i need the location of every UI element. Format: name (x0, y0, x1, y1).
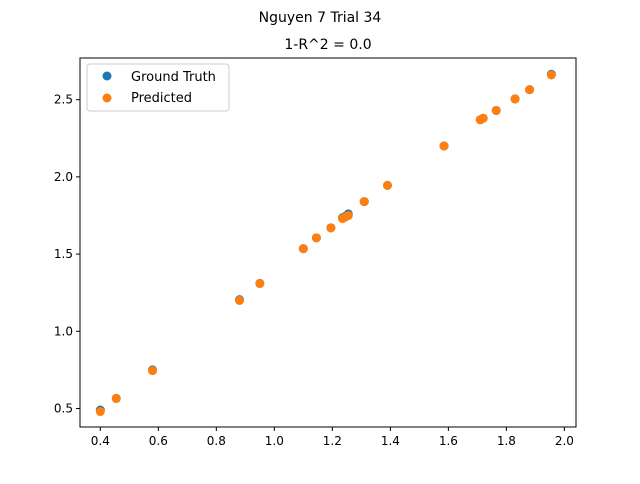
legend: Ground Truth Predicted (86, 63, 230, 112)
point-predicted (111, 393, 121, 403)
plot-frame (79, 57, 577, 428)
point-predicted (255, 278, 265, 288)
y-tick-label: 1.5 (54, 247, 73, 261)
legend-box (86, 63, 230, 112)
point-predicted (343, 210, 353, 220)
point-predicted (311, 233, 321, 243)
legend-marker-ground-truth (102, 71, 112, 81)
point-predicted (382, 180, 392, 190)
y-tick-label: 2.0 (54, 170, 73, 184)
x-tick-label: 1.6 (439, 434, 458, 448)
data-points (95, 69, 556, 417)
legend-label-predicted: Predicted (131, 91, 192, 106)
y-tick-label: 2.5 (54, 93, 73, 107)
x-tick-label: 1.4 (381, 434, 400, 448)
x-axis: 0.4 0.6 0.8 1.0 1.2 1.4 1.6 1.8 2.0 (91, 427, 574, 448)
point-predicted (95, 407, 105, 417)
point-predicted (235, 295, 245, 305)
x-tick-label: 1.0 (265, 434, 284, 448)
point-predicted (491, 105, 501, 115)
point-predicted (148, 366, 158, 376)
x-tick-label: 0.6 (149, 434, 168, 448)
point-predicted (298, 244, 308, 254)
legend-marker-predicted (102, 93, 112, 103)
x-tick-label: 0.8 (207, 434, 226, 448)
y-axis: 0.5 1.0 1.5 2.0 2.5 (54, 93, 80, 415)
point-predicted (478, 113, 488, 123)
x-tick-label: 2.0 (555, 434, 574, 448)
figure-suptitle: Nguyen 7 Trial 34 (259, 10, 382, 26)
x-tick-label: 1.8 (497, 434, 516, 448)
point-predicted (326, 223, 336, 233)
chart-title: 1-R^2 = 0.0 (284, 37, 371, 53)
point-predicted (359, 197, 369, 207)
x-tick-label: 1.2 (323, 434, 342, 448)
y-tick-label: 1.0 (54, 324, 73, 338)
point-predicted (546, 70, 556, 80)
point-predicted (510, 94, 520, 104)
x-tick-label: 0.4 (91, 434, 110, 448)
y-tick-label: 0.5 (54, 401, 73, 415)
legend-label-ground-truth: Ground Truth (131, 70, 216, 85)
point-predicted (525, 85, 535, 95)
point-predicted (439, 141, 449, 151)
